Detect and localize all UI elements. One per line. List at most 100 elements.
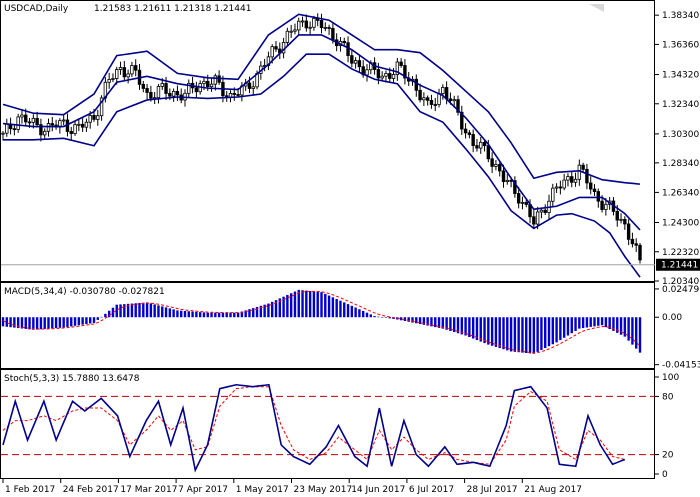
candle-body [600,200,604,210]
candle-body [27,121,32,124]
stoch-tick-label: 100 [662,373,679,383]
candle-body [619,218,623,221]
candle-body [380,75,384,79]
stoch-y-axis: 100 80 20 0 [655,373,679,480]
price-tick-label: 1.24300 [662,219,699,229]
candle-body [482,141,487,147]
stoch-signal-line [2,386,625,465]
macd-bar [39,317,43,330]
candle-body [524,201,528,205]
macd-bar [157,305,160,318]
macd-bar [350,305,354,318]
candle-body [543,209,547,213]
macd-bar [616,317,619,333]
macd-bar [229,312,232,318]
macd-bar [225,312,228,318]
bollinger-upper-band [2,13,641,185]
candle-body [357,60,362,68]
candle-body [463,128,468,134]
macd-bar [407,317,410,322]
macd-bar [172,309,175,318]
macd-bar [430,317,433,327]
one-click-trading-icon[interactable] [589,4,604,12]
candle-body [418,89,422,101]
macd-bar [612,317,615,331]
macd-bar [123,304,126,318]
candle-body [251,86,255,89]
macd-bar [180,310,183,318]
macd-bar [324,293,327,318]
stoch-levels [1,395,655,456]
candle-body [285,30,290,43]
bollinger-lower-band [3,53,641,278]
candle-body [80,123,85,128]
candle-body [460,111,464,130]
macd-bar [278,298,281,318]
candle-body [160,83,164,87]
candle-body [236,94,240,96]
macd-tick-label: 0.00 [662,313,682,323]
candle-body [31,117,36,123]
candle-body [99,97,104,117]
macd-bar [585,317,589,328]
macd-bar [498,317,501,349]
candle-body [505,179,509,183]
macd-bar [191,311,194,318]
candle-body [77,123,81,126]
candle-body [395,61,400,75]
candle-body [520,201,525,204]
x-tick-label: 6 Jul 2017 [409,485,454,495]
macd-bar [161,306,164,318]
macd-bar [506,317,509,351]
candle-body [532,216,536,225]
stoch-tick-label: 80 [662,392,674,402]
candle-body [422,97,426,101]
candle-body [300,20,305,23]
candle-body [498,164,502,172]
x-tick-label: 17 Mar 2017 [120,485,177,495]
macd-bar [107,310,111,318]
candle-body [88,115,92,123]
macd-bar [365,312,369,318]
candle-body [297,20,301,31]
candle-body [156,85,161,99]
candle-body [24,114,28,123]
macd-bar [555,317,558,343]
candle-body [539,209,544,213]
macd-bar [445,317,448,330]
candle-body [171,91,176,97]
macd-bar [464,317,467,336]
candle-body [626,223,631,240]
price-tick-label: 1.38340 [662,11,699,21]
macd-bar [100,316,103,318]
price-tick-label: 1.32340 [662,100,699,110]
macd-tick-label: -0.041536 [662,361,700,371]
candle-body [293,29,297,32]
macd-bar [104,313,107,318]
macd-bar [89,317,92,324]
macd-bar [28,317,31,330]
macd-bar [593,317,596,327]
price-tick-label: 1.34320 [662,71,699,81]
candle-body [490,158,494,167]
macd-bar [547,317,551,347]
candle-body [308,26,312,29]
candle-body [319,20,324,29]
candle-body [149,92,153,99]
macd-bar [115,304,118,318]
macd-histogram [1,289,642,354]
macd-bar [126,303,130,318]
macd-bar [540,317,543,350]
candle-body [429,99,434,105]
macd-bar [289,293,293,318]
macd-bar [597,317,600,326]
candle-body [388,73,392,79]
macd-bar [604,317,608,328]
macd-bar [153,304,156,318]
candle-body [350,55,354,64]
macd-bar [441,317,445,329]
candle-body [115,69,119,79]
macd-bar [456,317,460,334]
macd-bar [77,317,81,326]
macd-bar [255,306,259,318]
